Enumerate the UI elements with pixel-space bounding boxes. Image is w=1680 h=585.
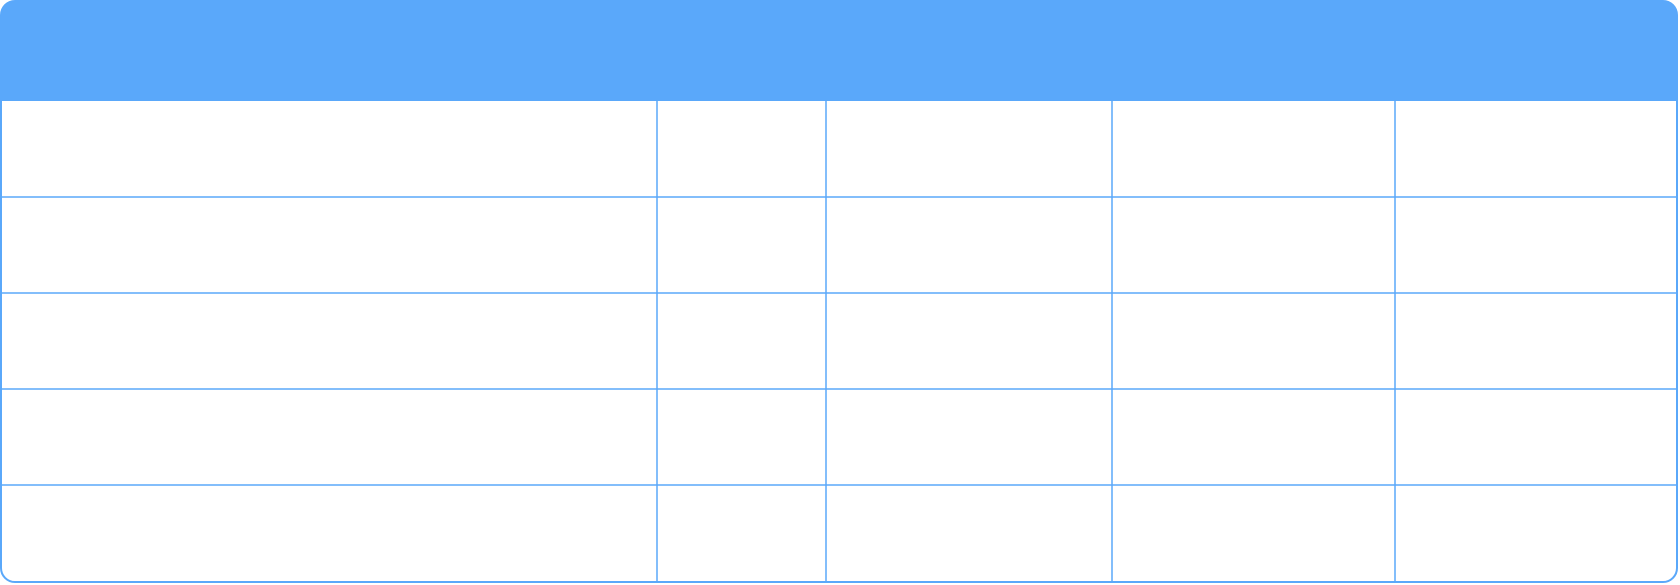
table-grid (1, 101, 1677, 582)
table-header (1, 1, 1677, 101)
